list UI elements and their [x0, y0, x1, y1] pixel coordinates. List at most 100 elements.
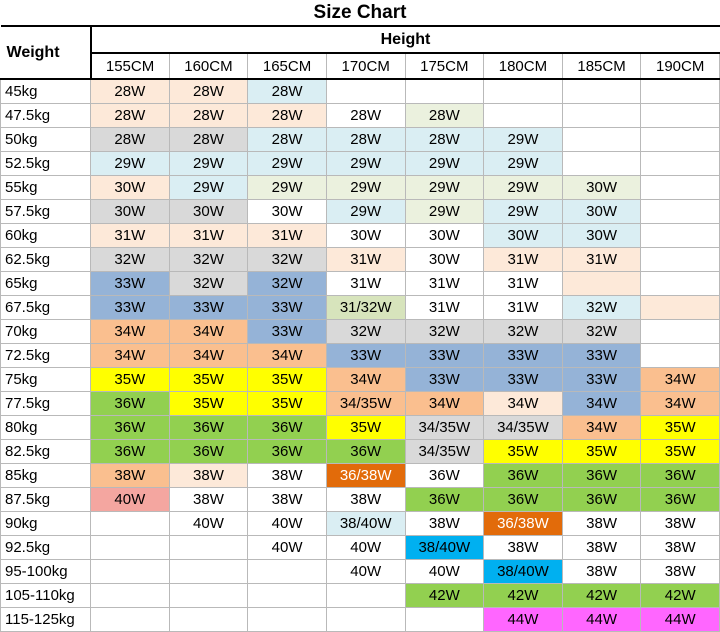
- size-cell: 32W: [168, 271, 249, 296]
- empty-cell: [561, 78, 642, 104]
- table-row: 60kg 31W 31W 31W 30W 30W 30W 30W: [0, 223, 720, 248]
- size-cell: 40W: [247, 535, 327, 560]
- size-cell: 38/40W: [404, 535, 485, 560]
- size-cell: 32W: [325, 319, 406, 344]
- size-cell: 35W: [483, 439, 563, 464]
- empty-cell: [561, 151, 642, 176]
- size-cell: 28W: [325, 127, 406, 152]
- table-row: 85kg 38W 38W 38W 36/38W 36W 36W 36W 36W: [0, 463, 720, 488]
- empty-cell: [640, 78, 720, 104]
- size-cell: 29W: [325, 151, 406, 176]
- empty-cell: [404, 78, 485, 104]
- size-cell: 36W: [561, 463, 642, 488]
- size-cell: 29W: [168, 151, 249, 176]
- size-cell: 35W: [325, 415, 406, 440]
- size-cell: 29W: [483, 127, 563, 152]
- weight-row-label: 77.5kg: [0, 391, 91, 416]
- weight-row-label: 82.5kg: [0, 439, 91, 464]
- column-header-175cm: 175CM: [404, 52, 485, 80]
- empty-cell: [640, 127, 720, 152]
- size-cell: 31W: [561, 247, 642, 272]
- size-cell: 44W: [561, 607, 642, 632]
- empty-cell: [640, 319, 720, 344]
- size-cell: 28W: [168, 78, 249, 104]
- size-cell: 30W: [561, 175, 642, 200]
- table-row: 57.5kg 30W 30W 30W 29W 29W 29W 30W: [0, 199, 720, 224]
- size-cell: 36W: [168, 415, 249, 440]
- weight-row-label: 70kg: [0, 319, 91, 344]
- size-cell: 34/35W: [404, 439, 485, 464]
- size-cell: 28W: [168, 127, 249, 152]
- size-cell: 30W: [247, 199, 327, 224]
- size-cell: 42W: [640, 583, 720, 608]
- table-row: 52.5kg 29W 29W 29W 29W 29W 29W: [0, 151, 720, 176]
- size-cell: 31W: [483, 247, 563, 272]
- weight-row-label: 115-125kg: [0, 607, 91, 632]
- size-cell: 32W: [247, 271, 327, 296]
- size-cell: 36W: [168, 439, 249, 464]
- size-cell: 36W: [404, 463, 485, 488]
- table-row: 115-125kg 44W 44W 44W: [0, 607, 720, 632]
- size-cell: 42W: [483, 583, 563, 608]
- size-cell: 31/32W: [325, 295, 406, 320]
- table-row: 92.5kg 40W 40W 38/40W 38W 38W 38W: [0, 535, 720, 560]
- size-cell: 38W: [483, 535, 563, 560]
- size-cell: 36W: [640, 487, 720, 512]
- size-cell: 33W: [561, 367, 642, 392]
- size-cell: 28W: [404, 127, 485, 152]
- size-cell: 30W: [90, 199, 170, 224]
- size-cell: 35W: [247, 391, 327, 416]
- weight-row-label: 92.5kg: [0, 535, 91, 560]
- empty-cell: [168, 559, 249, 584]
- size-cell: 34W: [325, 367, 406, 392]
- empty-cell: [640, 175, 720, 200]
- weight-row-label: 105-110kg: [0, 583, 91, 608]
- size-cell: 28W: [90, 127, 170, 152]
- column-header-165cm: 165CM: [247, 52, 327, 80]
- size-cell: 33W: [483, 367, 563, 392]
- weight-row-label: 60kg: [0, 223, 91, 248]
- empty-cell: [247, 607, 327, 632]
- size-cell: 29W: [168, 175, 249, 200]
- table-row: 47.5kg 28W 28W 28W 28W 28W: [0, 103, 720, 128]
- size-cell: 38W: [404, 511, 485, 536]
- empty-cell: [483, 103, 563, 128]
- table-row: 65kg 33W 32W 32W 31W 31W 31W: [0, 271, 720, 296]
- empty-cell: [90, 511, 170, 536]
- size-cell: 30W: [404, 247, 485, 272]
- size-cell: 35W: [561, 439, 642, 464]
- size-cell: 30W: [404, 223, 485, 248]
- size-cell: 33W: [247, 319, 327, 344]
- page-title: Size Chart: [0, 0, 720, 27]
- size-cell: 33W: [90, 295, 170, 320]
- size-cell: 30W: [483, 223, 563, 248]
- size-cell: 33W: [404, 343, 485, 368]
- weight-row-label: 65kg: [0, 271, 91, 296]
- size-cell: 30W: [561, 199, 642, 224]
- column-header-155cm: 155CM: [90, 52, 170, 80]
- table-row: 87.5kg 40W 38W 38W 38W 36W 36W 36W 36W: [0, 487, 720, 512]
- empty-cell: [90, 607, 170, 632]
- table-row: 90kg 40W 40W 38/40W 38W 36/38W 38W 38W: [0, 511, 720, 536]
- weight-row-label: 80kg: [0, 415, 91, 440]
- size-cell: 34W: [404, 391, 485, 416]
- table-row: 62.5kg 32W 32W 32W 31W 30W 31W 31W: [0, 247, 720, 272]
- size-cell: 29W: [483, 199, 563, 224]
- weight-row-label: 95-100kg: [0, 559, 91, 584]
- size-cell: 36W: [640, 463, 720, 488]
- size-cell: 40W: [325, 559, 406, 584]
- weight-row-label: 52.5kg: [0, 151, 91, 176]
- size-cell: 38W: [325, 487, 406, 512]
- weight-row-label: 57.5kg: [0, 199, 91, 224]
- size-cell: 38W: [640, 559, 720, 584]
- column-header-160cm: 160CM: [168, 52, 249, 80]
- size-cell: 29W: [483, 175, 563, 200]
- weight-row-label: 90kg: [0, 511, 91, 536]
- table-row: 45kg 28W 28W 28W: [0, 78, 720, 104]
- size-cell: 29W: [483, 151, 563, 176]
- empty-cell: [168, 607, 249, 632]
- weight-header: Weight: [0, 26, 92, 80]
- size-cell: 28W: [247, 103, 327, 128]
- size-cell: 34W: [561, 391, 642, 416]
- size-cell: 29W: [404, 199, 485, 224]
